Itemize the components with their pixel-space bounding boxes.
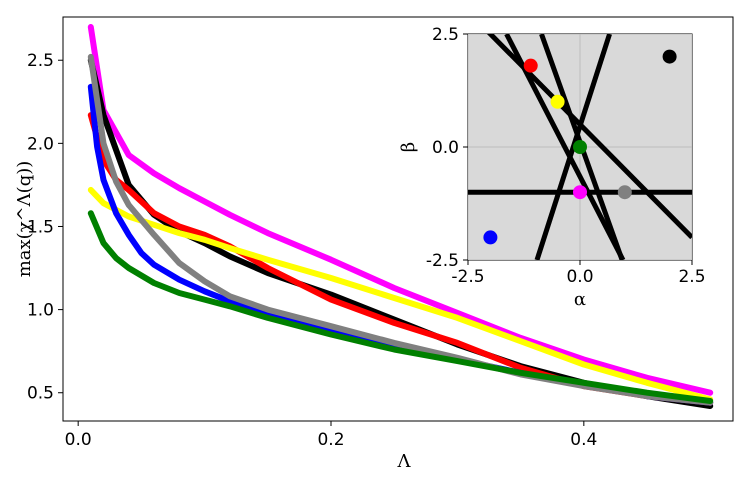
main-series-group <box>87 24 714 409</box>
main-y-tick-label: 1.5 <box>27 217 54 237</box>
inset-y-tick-label: 2.5 <box>432 25 459 45</box>
inset-point-4 <box>573 185 587 200</box>
inset-point-0 <box>523 58 538 73</box>
main-axis-ticks: 0.0 0.2 0.4 0.5 1.0 1.5 2.0 2.5 <box>27 51 597 450</box>
inset-points <box>483 49 677 245</box>
main-y-tick-label: 2.0 <box>27 134 54 154</box>
main-y-tick-label: 2.5 <box>27 51 54 71</box>
inset-x-tick-label: 0.0 <box>566 267 593 287</box>
series-line-0 <box>87 24 714 396</box>
inset-point-2 <box>573 140 587 154</box>
inset-y-tick-label: -2.5 <box>426 251 459 271</box>
inset-point-5 <box>617 185 632 200</box>
main-x-axis-label: Λ <box>397 451 412 472</box>
inset-x-tick-label: 2.5 <box>678 267 705 287</box>
main-y-axis-label: max(χ^Λ(q)) <box>14 161 35 278</box>
series-line-6 <box>87 210 714 404</box>
inset-y-axis-label: β <box>398 142 419 152</box>
inset-point-3 <box>662 49 677 64</box>
inset-point-6 <box>483 230 498 245</box>
inset-x-axis-label: α <box>574 289 586 310</box>
inset-x-tick-label: -2.5 <box>451 267 484 287</box>
main-y-tick-label: 0.5 <box>27 384 54 404</box>
inset-axis-ticks: -2.5 0.0 2.5 -2.5 0.0 2.5 <box>426 25 706 287</box>
main-y-tick-label: 1.0 <box>27 301 54 321</box>
main-x-tick-label: 0.0 <box>65 430 92 450</box>
inset-y-tick-label: 0.0 <box>432 138 459 158</box>
main-x-tick-label: 0.2 <box>317 430 344 450</box>
main-x-tick-label: 0.4 <box>570 430 597 450</box>
inset-point-1 <box>550 94 565 109</box>
